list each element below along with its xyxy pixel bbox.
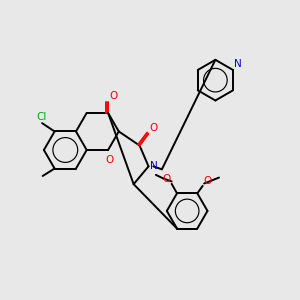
Text: O: O xyxy=(163,173,171,184)
Text: O: O xyxy=(109,91,117,101)
Text: N: N xyxy=(150,161,158,171)
Text: N: N xyxy=(234,59,242,69)
Text: Cl: Cl xyxy=(36,112,47,122)
Text: O: O xyxy=(204,176,212,186)
Text: O: O xyxy=(106,155,114,165)
Text: O: O xyxy=(149,123,158,133)
